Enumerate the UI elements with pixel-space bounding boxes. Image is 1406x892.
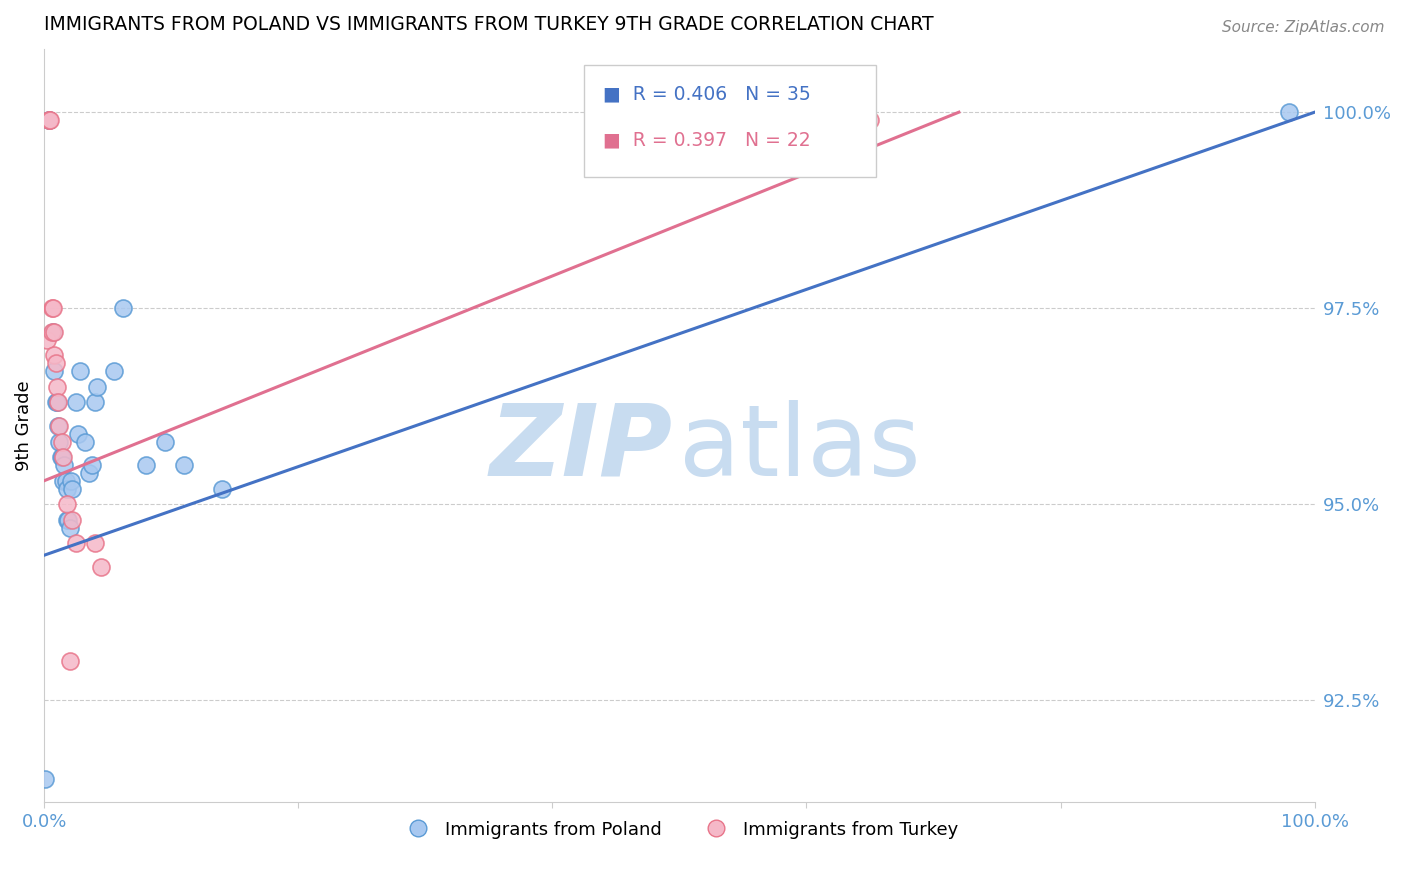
Text: ■  R = 0.397   N = 22: ■ R = 0.397 N = 22 [603,130,811,149]
Point [111,301,134,316]
Point [65,536,87,550]
Point [60,482,83,496]
Point [38,113,60,128]
Point [42,301,65,316]
Point [46,395,69,409]
Point [58,513,80,527]
Point [73,434,96,449]
Point [84,536,107,550]
Point [51,434,73,449]
Point [41,325,63,339]
Point [859,113,882,128]
Point [35,333,58,347]
Text: ■  R = 0.406   N = 35: ■ R = 0.406 N = 35 [603,85,811,103]
Point [39,113,62,128]
Point [56,497,79,511]
Point [58,521,80,535]
Point [103,364,125,378]
Point [52,450,75,465]
Point [34,772,56,786]
Point [45,395,67,409]
Point [45,356,67,370]
Text: IMMIGRANTS FROM POLAND VS IMMIGRANTS FROM TURKEY 9TH GRADE CORRELATION CHART: IMMIGRANTS FROM POLAND VS IMMIGRANTS FRO… [44,15,934,34]
Point [44,348,66,362]
Text: ZIP: ZIP [491,400,673,497]
Point [1278,105,1301,120]
Legend: Immigrants from Poland, Immigrants from Turkey: Immigrants from Poland, Immigrants from … [392,814,966,846]
Point [153,434,176,449]
Point [77,466,100,480]
Point [42,325,65,339]
Point [38,113,60,128]
Point [86,379,108,393]
Point [84,395,107,409]
Point [52,474,75,488]
Point [46,418,69,433]
Point [60,513,83,527]
Point [41,301,63,316]
Point [51,450,73,465]
Point [135,458,157,472]
Point [38,113,60,128]
Point [56,513,79,527]
Point [48,418,70,433]
Point [211,482,233,496]
Y-axis label: 9th Grade: 9th Grade [15,381,32,471]
Point [55,474,77,488]
Point [56,482,79,496]
Point [44,325,66,339]
Point [58,654,80,668]
Point [90,560,112,574]
FancyBboxPatch shape [583,64,876,178]
Text: atlas: atlas [679,400,921,497]
Point [65,395,87,409]
Point [67,426,90,441]
Point [45,395,67,409]
Point [49,450,72,465]
Point [53,458,76,472]
Point [48,434,70,449]
Point [82,458,104,472]
Point [59,474,82,488]
Point [45,379,67,393]
Text: Source: ZipAtlas.com: Source: ZipAtlas.com [1222,20,1385,35]
Point [38,113,60,128]
Point [69,364,91,378]
Point [44,364,66,378]
Point [173,458,195,472]
